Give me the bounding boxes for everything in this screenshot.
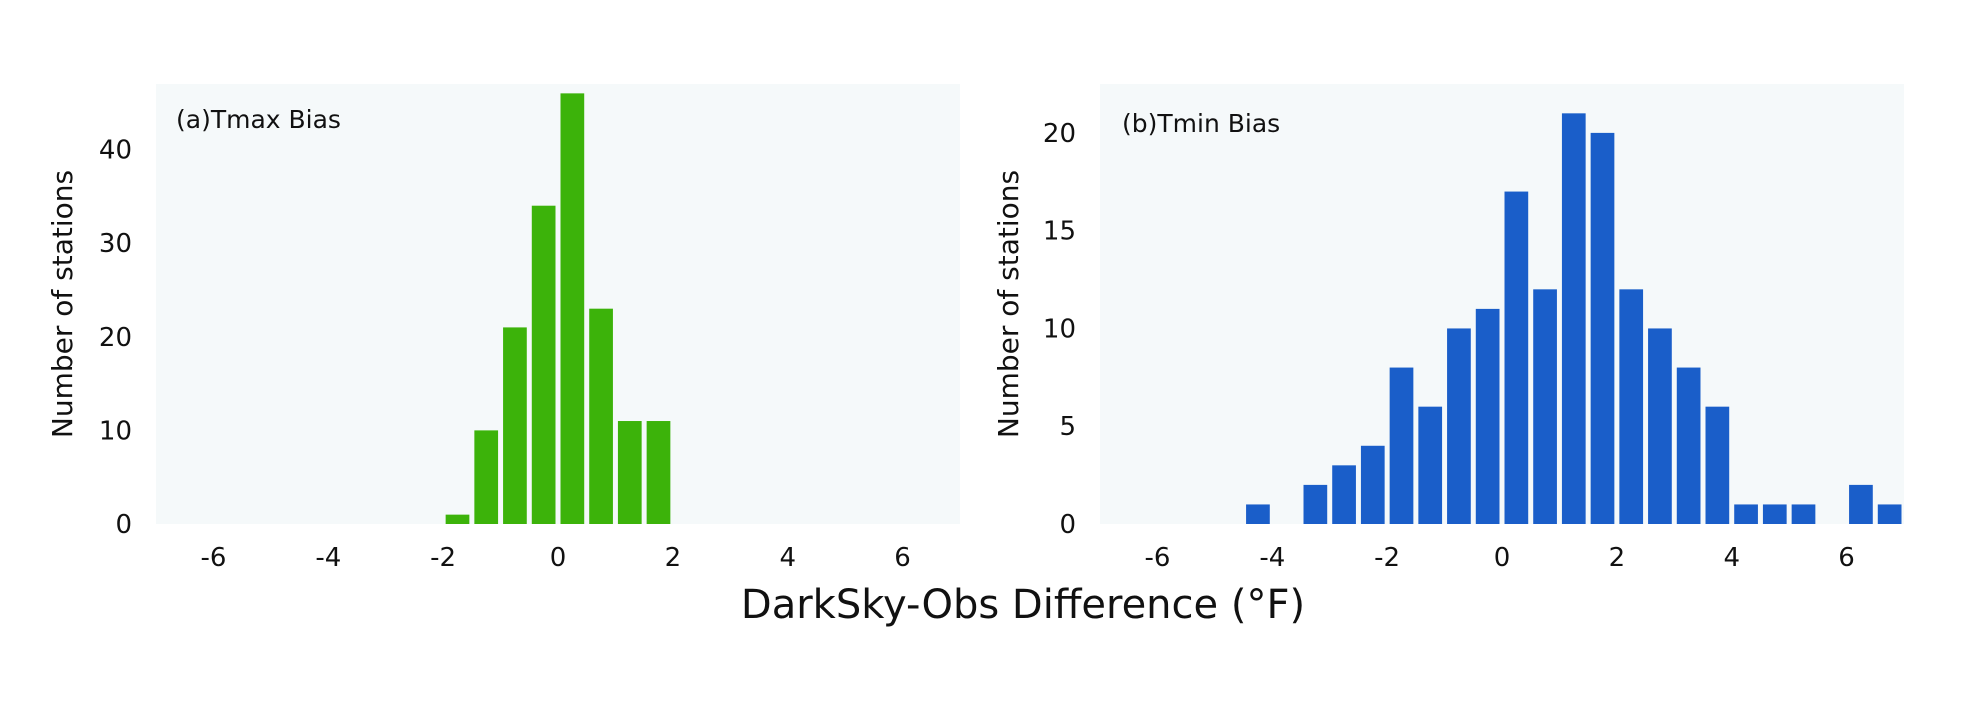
tmin-bias-panel: -6 -4 -2 0 2 4 6 0 5 10 15 20 (b)Tmin Bias Number … bbox=[992, 84, 1904, 573]
tmin-y-axis-label: Number of stations bbox=[992, 170, 1025, 438]
tmax-x-tick-label: -2 bbox=[430, 543, 456, 573]
tmax-y-tick-label: 20 bbox=[99, 323, 132, 353]
tmin-bar bbox=[1791, 504, 1816, 524]
tmax-x-tick-label: -6 bbox=[200, 543, 226, 573]
tmin-bar bbox=[1705, 406, 1730, 524]
tmin-bar bbox=[1849, 484, 1873, 524]
tmin-y-tick-label: 20 bbox=[1043, 119, 1076, 149]
tmin-x-tick-label: -4 bbox=[1259, 543, 1285, 573]
tmin-bar bbox=[1762, 504, 1787, 524]
tmin-y-tick-label: 5 bbox=[1059, 412, 1076, 442]
tmax-x-tick-label: 0 bbox=[550, 543, 567, 573]
tmax-bar bbox=[503, 327, 527, 524]
tmin-bars bbox=[1246, 113, 1902, 525]
tmin-bar bbox=[1676, 367, 1701, 524]
shared-x-axis-label: DarkSky-Obs Difference (°F) bbox=[741, 582, 1305, 628]
tmax-x-ticks: -6 -4 -2 0 2 4 6 bbox=[200, 543, 910, 573]
tmax-plot-background bbox=[156, 84, 960, 524]
tmax-bar bbox=[445, 514, 470, 524]
tmax-bar bbox=[617, 421, 642, 524]
tmin-y-tick-label: 15 bbox=[1043, 217, 1076, 247]
tmin-x-ticks: -6 -4 -2 0 2 4 6 bbox=[1144, 543, 1854, 573]
tmin-bar bbox=[1360, 445, 1385, 524]
tmin-bar bbox=[1648, 328, 1672, 524]
tmin-bar bbox=[1561, 113, 1586, 524]
tmax-bias-panel: -6 -4 -2 0 2 4 6 0 10 20 30 40 (a)Tmax Bias Number… bbox=[46, 84, 960, 573]
tmin-x-tick-label: -6 bbox=[1144, 543, 1170, 573]
tmin-bar bbox=[1619, 289, 1644, 524]
tmin-bar bbox=[1303, 484, 1328, 524]
tmax-bar bbox=[560, 93, 585, 525]
tmax-y-tick-label: 30 bbox=[99, 229, 132, 259]
tmax-x-tick-label: 2 bbox=[665, 543, 682, 573]
tmin-bar bbox=[1447, 328, 1471, 524]
tmax-panel-label: (a)Tmax Bias bbox=[176, 105, 341, 134]
tmin-y-tick-label: 0 bbox=[1059, 510, 1076, 540]
tmin-x-tick-label: 4 bbox=[1723, 543, 1740, 573]
tmax-y-tick-label: 40 bbox=[99, 136, 132, 166]
tmin-bar bbox=[1475, 308, 1500, 524]
tmax-y-ticks: 0 10 20 30 40 bbox=[99, 136, 132, 540]
tmin-plot-background bbox=[1100, 84, 1904, 524]
tmax-bar bbox=[474, 430, 499, 524]
tmax-y-axis-label: Number of stations bbox=[46, 170, 79, 438]
tmin-bar bbox=[1590, 132, 1615, 524]
tmax-x-tick-label: 6 bbox=[894, 543, 911, 573]
tmax-x-tick-label: -4 bbox=[315, 543, 341, 573]
tmin-bar bbox=[1246, 504, 1270, 524]
tmin-x-tick-label: -2 bbox=[1374, 543, 1400, 573]
tmin-y-ticks: 0 5 10 15 20 bbox=[1043, 119, 1076, 540]
tmin-x-tick-label: 0 bbox=[1494, 543, 1511, 573]
tmax-bars bbox=[445, 93, 671, 525]
tmin-panel-label: (b)Tmin Bias bbox=[1122, 109, 1280, 138]
tmax-bar bbox=[531, 205, 556, 524]
tmin-bar bbox=[1332, 465, 1356, 524]
tmin-bar bbox=[1734, 504, 1758, 524]
tmax-x-tick-label: 4 bbox=[779, 543, 796, 573]
tmax-bar bbox=[589, 308, 613, 524]
tmin-x-tick-label: 6 bbox=[1838, 543, 1855, 573]
tmin-bar bbox=[1533, 289, 1557, 524]
tmin-bar bbox=[1389, 367, 1414, 524]
tmin-bar bbox=[1418, 406, 1443, 524]
tmax-y-tick-label: 0 bbox=[115, 510, 132, 540]
tmin-bar bbox=[1877, 504, 1902, 524]
tmin-y-tick-label: 10 bbox=[1043, 314, 1076, 344]
tmax-y-tick-label: 10 bbox=[99, 416, 132, 446]
tmin-bar bbox=[1504, 191, 1529, 525]
tmax-bar bbox=[646, 421, 671, 524]
tmin-x-tick-label: 2 bbox=[1609, 543, 1626, 573]
